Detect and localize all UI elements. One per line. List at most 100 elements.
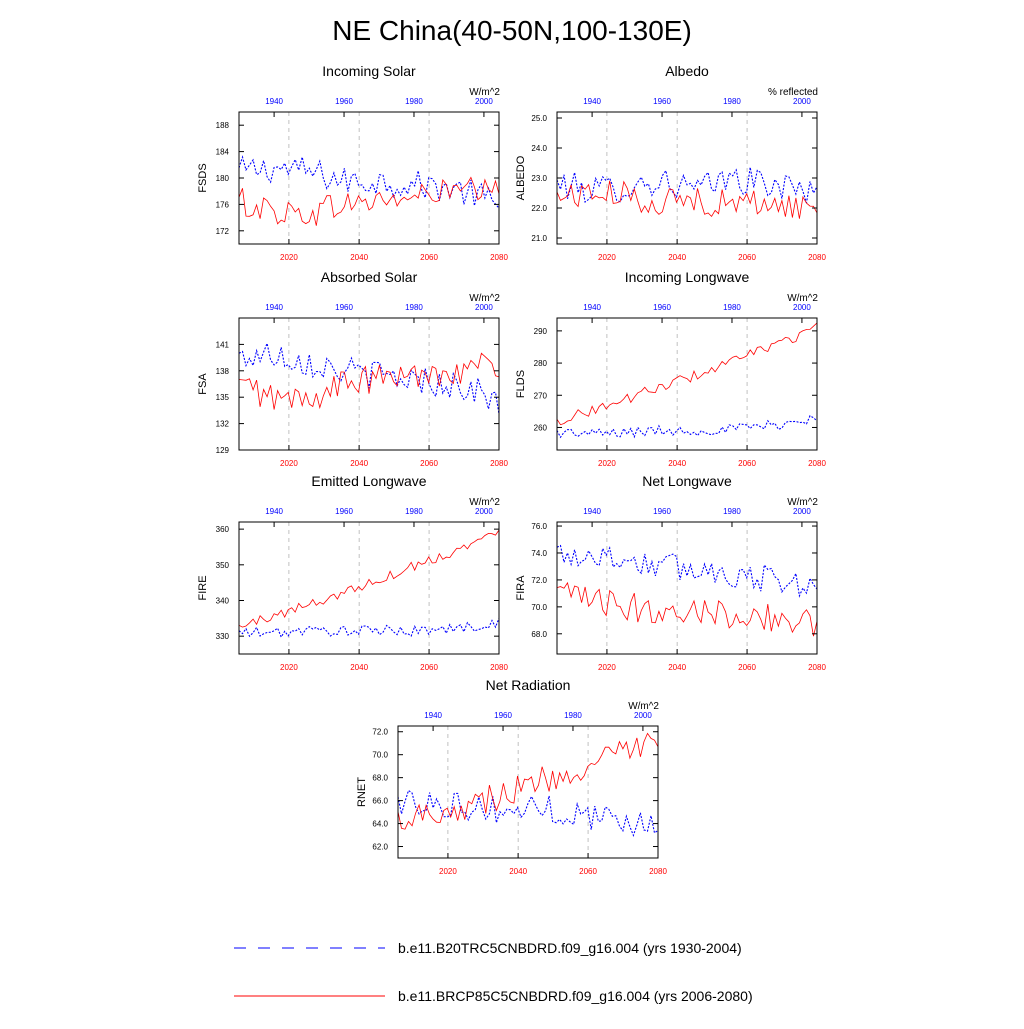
bottom-x-tick-label: 2060 <box>738 459 756 468</box>
chart-panel-6: Net Longwave W/m^2 FIRA 68.0 70.0 72.0 74.0 76.… <box>515 473 826 672</box>
bottom-x-tick-label: 2060 <box>738 663 756 672</box>
series-line-historical <box>556 167 818 204</box>
panel-units: W/m^2 <box>469 87 500 98</box>
top-x-tick-label: 1980 <box>723 303 741 312</box>
top-x-tick-label: 1940 <box>583 97 601 106</box>
y-tick-label: 180 <box>216 174 230 183</box>
y-tick-label: 129 <box>216 446 230 455</box>
y-tick-label: 25.0 <box>531 114 547 123</box>
bottom-x-tick-label: 2080 <box>490 253 508 262</box>
y-tick-label: 270 <box>534 391 548 400</box>
y-tick-label: 66.0 <box>372 797 388 806</box>
y-tick-label: 184 <box>216 148 230 157</box>
y-tick-label: 62.0 <box>372 843 388 852</box>
series-line-future <box>238 529 500 628</box>
plot-frame <box>397 725 659 859</box>
top-x-tick-label: 1960 <box>653 97 671 106</box>
y-tick-label: 132 <box>216 420 230 429</box>
y-tick-label: 70.0 <box>372 751 388 760</box>
panel-title: Albedo <box>665 63 709 79</box>
bottom-x-tick-label: 2080 <box>649 867 667 876</box>
top-x-tick-label: 1980 <box>405 303 423 312</box>
bottom-x-tick-label: 2040 <box>350 459 368 468</box>
bottom-x-tick-label: 2040 <box>509 867 527 876</box>
series-line-historical <box>238 618 500 639</box>
y-tick-label: 24.0 <box>531 144 547 153</box>
bottom-x-tick-label: 2060 <box>420 663 438 672</box>
y-tick-label: 330 <box>216 632 230 641</box>
y-axis-label: FSDS <box>197 163 209 192</box>
legend-historical-label: b.e11.B20TRC5CNBDRD.f09_g16.004 (yrs 193… <box>398 940 742 956</box>
bottom-x-tick-label: 2020 <box>280 253 298 262</box>
top-x-tick-label: 2000 <box>793 303 811 312</box>
chart-panel-1: Incoming Solar W/m^2 FSDS 172 176 180 184 188 19… <box>197 63 508 262</box>
top-x-tick-label: 2000 <box>634 711 652 720</box>
bottom-x-tick-label: 2040 <box>668 459 686 468</box>
y-tick-label: 176 <box>216 200 230 209</box>
bottom-x-tick-label: 2040 <box>350 663 368 672</box>
panel-units: W/m^2 <box>787 293 818 304</box>
chart-panel-7: Net Radiation W/m^2 RNET 62.0 64.0 66.0 68.0 70… <box>356 677 667 876</box>
bottom-x-tick-label: 2080 <box>808 253 826 262</box>
plot-frame <box>238 111 500 245</box>
top-x-tick-label: 1940 <box>265 303 283 312</box>
panel-title: Emitted Longwave <box>311 473 426 489</box>
y-tick-label: 260 <box>534 423 548 432</box>
bottom-x-tick-label: 2020 <box>280 459 298 468</box>
bottom-x-tick-label: 2020 <box>598 459 616 468</box>
series-line-future <box>238 352 500 410</box>
top-x-tick-label: 1960 <box>653 303 671 312</box>
panel-units: % reflected <box>768 87 818 98</box>
chart-panel-4: Incoming Longwave W/m^2 FLDS 260 270 280 290 19… <box>515 269 826 468</box>
y-tick-label: 68.0 <box>372 774 388 783</box>
panel-units: W/m^2 <box>628 701 659 712</box>
plot-frame <box>238 521 500 655</box>
panel-title: Net Radiation <box>486 677 571 693</box>
bottom-x-tick-label: 2060 <box>738 253 756 262</box>
series-line-future <box>556 180 818 219</box>
y-tick-label: 360 <box>216 525 230 534</box>
top-x-tick-label: 1960 <box>335 303 353 312</box>
series-line-future <box>556 581 818 637</box>
y-tick-label: 70.0 <box>531 603 547 612</box>
bottom-x-tick-label: 2020 <box>598 663 616 672</box>
top-x-tick-label: 1960 <box>335 97 353 106</box>
bottom-x-tick-label: 2080 <box>808 459 826 468</box>
bottom-x-tick-label: 2080 <box>808 663 826 672</box>
top-x-tick-label: 1940 <box>424 711 442 720</box>
top-x-tick-label: 2000 <box>793 97 811 106</box>
series-line-historical <box>556 544 818 598</box>
plot-frame <box>556 317 818 451</box>
top-x-tick-label: 1980 <box>564 711 582 720</box>
panel-units: W/m^2 <box>469 497 500 508</box>
bottom-x-tick-label: 2060 <box>420 253 438 262</box>
y-tick-label: 340 <box>216 596 230 605</box>
top-x-tick-label: 2000 <box>475 97 493 106</box>
top-x-tick-label: 1960 <box>494 711 512 720</box>
chart-panel-5: Emitted Longwave W/m^2 FIRE 330 340 350 360 194… <box>197 473 508 672</box>
plot-frame <box>556 521 818 655</box>
y-tick-label: 72.0 <box>372 728 388 737</box>
top-x-tick-label: 1940 <box>583 507 601 516</box>
y-axis-label: FIRE <box>197 575 209 600</box>
y-tick-label: 21.0 <box>531 234 547 243</box>
top-x-tick-label: 1940 <box>265 507 283 516</box>
series-line-future <box>238 176 500 226</box>
top-x-tick-label: 1980 <box>405 507 423 516</box>
series-line-historical <box>397 789 659 837</box>
top-x-tick-label: 2000 <box>793 507 811 516</box>
panel-title: Incoming Solar <box>322 63 416 79</box>
y-tick-label: 135 <box>216 393 230 402</box>
bottom-x-tick-label: 2060 <box>579 867 597 876</box>
top-x-tick-label: 1940 <box>265 97 283 106</box>
bottom-x-tick-label: 2080 <box>490 663 508 672</box>
y-axis-label: ALBEDO <box>515 155 527 200</box>
panel-title: Absorbed Solar <box>321 269 418 285</box>
chart-panel-3: Absorbed Solar W/m^2 FSA 129 132 135 138 141 194… <box>197 269 508 468</box>
panel-units: W/m^2 <box>469 293 500 304</box>
bottom-x-tick-label: 2020 <box>439 867 457 876</box>
top-x-tick-label: 1960 <box>335 507 353 516</box>
series-line-future <box>556 322 818 426</box>
y-tick-label: 138 <box>216 367 230 376</box>
